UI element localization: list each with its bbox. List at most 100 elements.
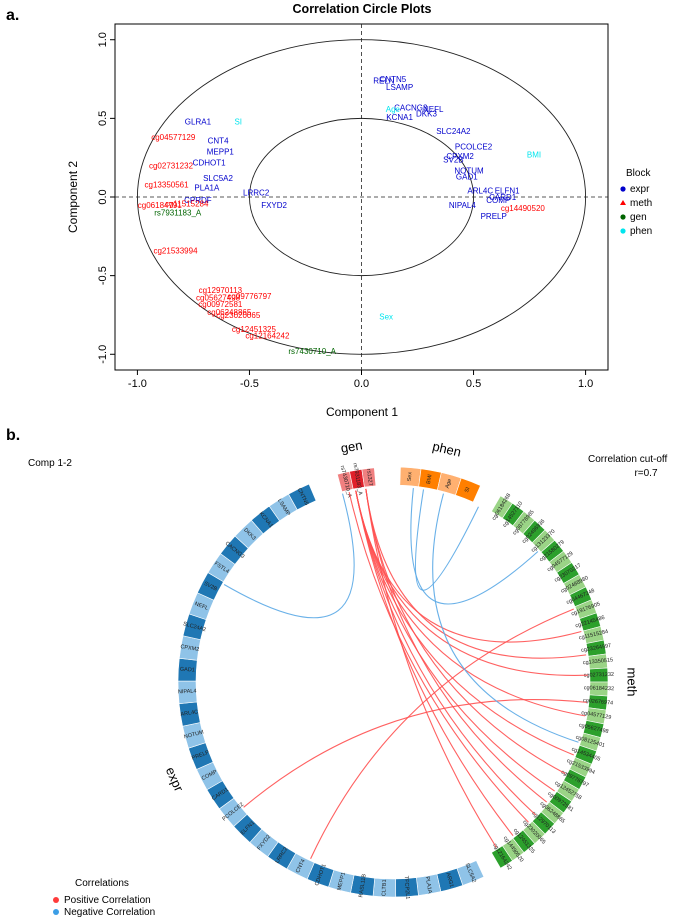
panel-b-letter: b. xyxy=(6,427,20,444)
point-label-expr: NOTUM xyxy=(454,166,484,175)
chord-block-name-gen: gen xyxy=(340,437,364,456)
point-label-expr: SV2B xyxy=(443,155,463,164)
point-label-expr: CNT4 xyxy=(208,136,229,145)
chord-link-positive xyxy=(365,488,548,803)
x-tick-label: -0.5 xyxy=(240,378,259,390)
y-tick-label: 0.0 xyxy=(97,189,109,204)
point-label-expr: GAD1 xyxy=(456,173,478,182)
legend-label-expr: expr xyxy=(630,184,650,195)
legend-label-negative: Negative Correlation xyxy=(64,907,155,918)
chord-segment-label: cg04577129 xyxy=(581,710,612,721)
point-label-expr: CPXM2 xyxy=(446,152,474,161)
point-label-expr: KCNA1 xyxy=(386,113,413,122)
chord-link-negative xyxy=(415,489,479,591)
chord-block-name-expr: expr xyxy=(163,765,187,795)
point-label-expr: CDHOT1 xyxy=(193,158,226,167)
point-label-phen: Age xyxy=(386,105,401,114)
point-label-meth: cg11515284 xyxy=(165,199,209,208)
legend-marker-negative xyxy=(53,909,59,915)
legend-label-positive: Positive Correlation xyxy=(64,895,151,906)
chord-segment-label: cg02731232 xyxy=(584,672,614,679)
point-label-phen: Sex xyxy=(379,313,393,322)
panel-a-letter: a. xyxy=(6,7,19,24)
point-label-meth: cg06184791 xyxy=(138,201,183,210)
chord-link-positive xyxy=(365,488,497,848)
chord-link-positive xyxy=(355,490,514,837)
chord-link-positive xyxy=(355,490,575,756)
point-label-meth: cg13350561 xyxy=(145,180,190,189)
chord-segment-label: BMI xyxy=(426,473,434,484)
point-label-meth: cg12970113 xyxy=(199,286,243,295)
block-legend-title: Block xyxy=(626,168,651,179)
chord-segment-label: SI xyxy=(464,486,472,493)
chord-segment-label: NOTUM xyxy=(183,729,204,740)
chord-link-positive xyxy=(348,491,529,823)
chord-segment-label: ARL4C xyxy=(180,709,198,718)
point-label-expr: RELN xyxy=(373,77,395,86)
point-label-gen: rs7931183_A xyxy=(154,209,202,218)
chord-segment-label: rs1327 xyxy=(365,469,373,486)
point-label-meth: cg02731232 xyxy=(149,162,194,171)
cutoff-value: r=0.7 xyxy=(634,468,658,479)
point-label-phen: SI xyxy=(234,118,242,127)
chord-segment-label: CLTB1 xyxy=(381,879,388,896)
chord-link-positive xyxy=(243,698,587,808)
chord-segment-label: RASL11B xyxy=(358,873,367,898)
cutoff-label: Correlation cut-off xyxy=(588,454,668,465)
chord-segment-label: MEPP1 xyxy=(336,872,346,892)
chord-segment-label: SV2B xyxy=(203,581,219,593)
chart-a-title: Correlation Circle Plots xyxy=(293,2,432,16)
chord-segment-label: TFCP2L1 xyxy=(403,876,411,900)
chord-block-name-meth: meth xyxy=(625,668,640,697)
y-axis-label: Component 2 xyxy=(66,161,80,233)
chord-segment-label: CNT4 xyxy=(295,858,307,874)
chord-segment-expr xyxy=(288,483,317,511)
chord-segment-label: rs7931183_A xyxy=(351,463,363,496)
x-tick-label: -1.0 xyxy=(128,378,147,390)
chord-link-negative xyxy=(410,488,539,605)
point-label-expr: MEPP1 xyxy=(207,147,235,156)
chord-segment-label: CPXM2 xyxy=(180,644,200,653)
chord-link-negative xyxy=(432,493,579,743)
point-label-expr: ARL4C xyxy=(467,187,493,196)
chord-segment-label: Age xyxy=(445,478,453,489)
point-label-meth: cg00972581 xyxy=(198,300,243,309)
x-tick-label: 0.0 xyxy=(354,378,369,390)
point-label-expr: LRRC2 xyxy=(243,188,270,197)
point-label-expr: CACNG3 xyxy=(394,103,428,112)
chord-link-positive xyxy=(355,490,586,717)
chord-block-name-phen: phen xyxy=(431,439,463,460)
point-label-meth: cg06248865 xyxy=(207,308,252,317)
point-label-meth: cg05627498 xyxy=(196,294,241,303)
point-label-meth: cg04577129 xyxy=(151,133,196,142)
point-label-expr: PLA1A xyxy=(194,184,220,193)
chord-segment-phen xyxy=(455,477,481,503)
point-label-expr: NEFL xyxy=(423,105,444,114)
correlation-circle-plot: -1.0 -0.5 0.0 0.5 1.0-1.0-0.50.00.51.0RELNCN… xyxy=(97,23,609,390)
legend-marker-meth xyxy=(620,200,626,205)
chord-link-positive xyxy=(365,488,587,659)
point-label-meth: cg12451325 xyxy=(232,325,277,334)
chord-segment-label: GAD1 xyxy=(180,667,195,674)
point-label-meth: cg21533994 xyxy=(153,246,198,255)
point-label-expr: NIPAL4 xyxy=(449,201,477,210)
point-label-expr: CARD1 xyxy=(489,193,517,202)
chord-segment-label: NEFL xyxy=(194,601,209,612)
chord-segment-label: cg13350515 xyxy=(583,657,614,666)
legend-label-gen: gen xyxy=(630,212,647,223)
legend-label-meth: meth xyxy=(630,198,652,209)
block-legend: Block expr meth gen phen xyxy=(620,168,652,237)
point-label-expr: FXYD2 xyxy=(261,201,287,210)
chord-link-positive xyxy=(355,490,536,816)
point-label-meth: cg14490520 xyxy=(501,204,546,213)
point-label-meth: cg09776797 xyxy=(227,292,272,301)
chord-segment-label: cg23264997 xyxy=(581,643,612,654)
point-label-expr: COMP xyxy=(486,196,510,205)
point-label-expr: LSAMP xyxy=(386,83,413,92)
chord-segment-label: cg02676974 xyxy=(583,698,614,707)
point-label-expr: SLC24A2 xyxy=(436,127,471,136)
point-label-expr: CPRDF xyxy=(184,196,212,205)
chord-segment-label: PLA1A xyxy=(424,876,433,894)
